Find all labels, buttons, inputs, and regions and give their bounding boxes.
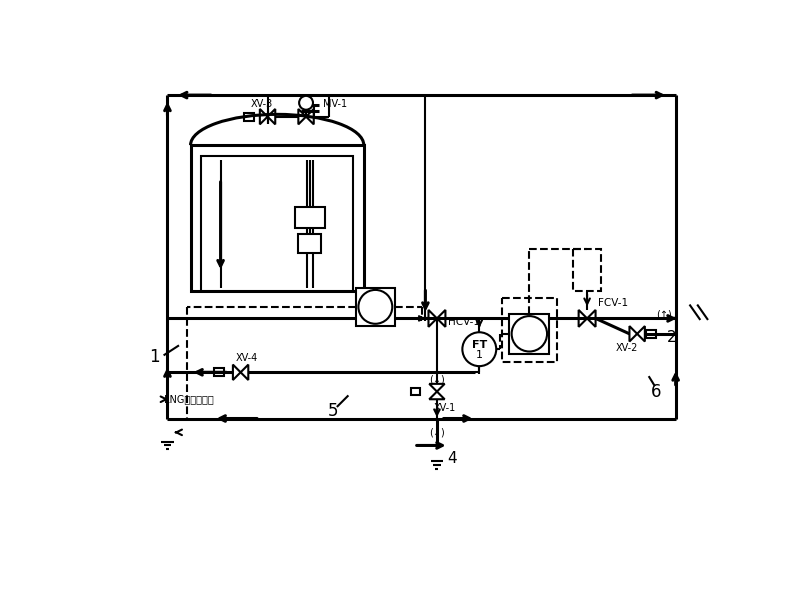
Bar xyxy=(356,287,394,326)
Circle shape xyxy=(358,290,392,324)
Text: 6: 6 xyxy=(651,383,662,401)
Text: XV-2: XV-2 xyxy=(615,343,638,353)
Text: MV-1: MV-1 xyxy=(323,100,347,109)
Text: HIC: HIC xyxy=(365,297,386,307)
Bar xyxy=(190,145,364,292)
Text: (↑): (↑) xyxy=(656,310,672,320)
Text: XV-4: XV-4 xyxy=(236,353,258,364)
Text: XV-1: XV-1 xyxy=(434,403,456,413)
Circle shape xyxy=(512,316,547,352)
Circle shape xyxy=(462,332,496,366)
Text: HCV-1: HCV-1 xyxy=(448,317,480,327)
Text: 5: 5 xyxy=(328,402,338,420)
Text: XV-3: XV-3 xyxy=(250,100,273,109)
Bar xyxy=(502,298,557,362)
Bar xyxy=(646,330,656,338)
Text: 1: 1 xyxy=(476,350,483,361)
Text: 2: 2 xyxy=(667,330,677,345)
Text: (↓): (↓) xyxy=(429,427,445,437)
Text: FCV-1: FCV-1 xyxy=(598,298,628,308)
Text: 1: 1 xyxy=(526,335,533,345)
Bar xyxy=(574,249,601,292)
Bar xyxy=(294,207,326,229)
Bar xyxy=(214,368,224,376)
Text: 1: 1 xyxy=(372,308,379,318)
Text: 4: 4 xyxy=(447,451,457,466)
Text: FIC: FIC xyxy=(519,324,539,334)
Bar xyxy=(510,314,550,354)
Bar xyxy=(245,113,254,121)
Bar xyxy=(298,234,322,253)
Bar xyxy=(410,388,420,395)
Circle shape xyxy=(299,96,313,110)
Text: LNG来自卸船管: LNG来自卸船管 xyxy=(163,394,214,404)
Text: 1: 1 xyxy=(149,348,160,366)
Text: FT: FT xyxy=(472,340,487,350)
Bar xyxy=(202,156,353,292)
Text: (↓): (↓) xyxy=(429,375,445,385)
